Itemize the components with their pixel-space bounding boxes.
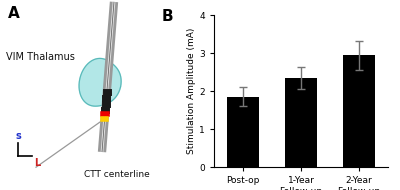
Y-axis label: Stimulation Amplitude (mA): Stimulation Amplitude (mA) <box>188 28 196 154</box>
Text: A: A <box>8 6 20 21</box>
Bar <box>285 78 317 167</box>
Text: s: s <box>16 131 22 141</box>
Bar <box>227 97 259 167</box>
Text: VIM Thalamus: VIM Thalamus <box>6 52 75 62</box>
Text: L: L <box>34 158 40 168</box>
Polygon shape <box>79 58 121 106</box>
Text: B: B <box>162 9 174 24</box>
Bar <box>343 55 375 167</box>
Text: CTT centerline: CTT centerline <box>84 170 150 179</box>
